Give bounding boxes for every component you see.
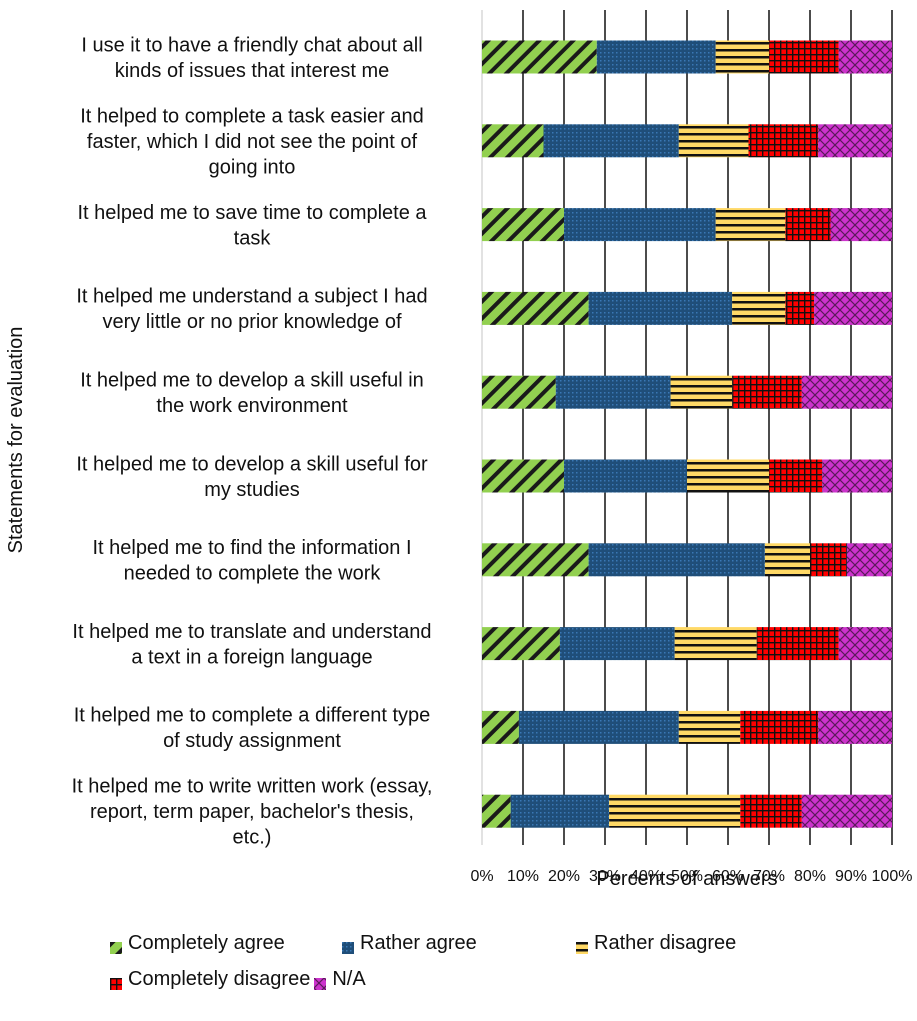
x-tick-label: 0%	[470, 868, 493, 885]
x-tick-label: 100%	[872, 868, 913, 885]
bar-segment	[756, 627, 839, 661]
category-label: It helped me to translate and understand…	[72, 621, 431, 669]
bar-segment	[748, 124, 819, 158]
bar-segment	[482, 627, 560, 661]
bar-segment	[740, 710, 819, 744]
bar-segment	[814, 291, 892, 325]
category-label: It helped me to write written work (essa…	[72, 776, 433, 849]
legend-item-completely-agree: Completely agree	[110, 932, 342, 955]
bar-segment	[482, 710, 519, 744]
legend-label: Rather disagree	[594, 931, 737, 954]
bar-segment	[482, 124, 544, 158]
bar-segment	[482, 375, 556, 409]
legend-item-na: N/A	[314, 967, 366, 991]
bar-segment	[818, 710, 892, 744]
legend-item-rather-agree: Rather agree	[342, 932, 576, 955]
bar-segment	[518, 710, 679, 744]
bar-segment	[588, 291, 733, 325]
x-tick-label: 20%	[548, 868, 580, 885]
legend-row-1: Completely agree Rather agree Rather dis…	[110, 925, 810, 961]
legend-label: N/A	[332, 967, 366, 990]
legend-row-2: Completely disagree N/A	[110, 961, 810, 997]
legend-label: Completely disagree	[128, 967, 311, 990]
bar-segment	[482, 208, 564, 242]
legend-swatch-rather-agree	[342, 937, 354, 954]
bar-segment	[769, 459, 823, 493]
bar-segment	[678, 124, 749, 158]
y-axis-title: Statements for evaluation	[5, 327, 27, 554]
bar-segment	[482, 291, 589, 325]
legend-label: Rather agree	[360, 931, 477, 954]
bar-segment	[588, 543, 765, 577]
x-tick-label: 30%	[589, 868, 621, 885]
bar-segment	[482, 40, 597, 74]
category-label: It helped me to complete a different typ…	[74, 705, 431, 753]
bar-segment	[715, 208, 786, 242]
bar-segment	[596, 40, 716, 74]
legend-swatch-rather-disagree	[576, 937, 588, 954]
x-tick-label: 10%	[507, 868, 539, 885]
bar-segment	[715, 40, 769, 74]
bar-segment	[846, 543, 892, 577]
bar-segment	[838, 627, 892, 661]
x-tick-label: 40%	[630, 868, 662, 885]
bar-segment	[764, 543, 810, 577]
bar-segment	[482, 543, 589, 577]
bar-segment	[510, 794, 610, 828]
bar-segment	[732, 291, 786, 325]
bar-segment	[543, 124, 679, 158]
bar-segment	[801, 375, 892, 409]
legend-swatch-completely-agree	[110, 937, 122, 954]
bar-segment	[564, 459, 687, 493]
bar-segment	[822, 459, 892, 493]
bar-segment	[670, 375, 733, 409]
bar-segment	[687, 459, 769, 493]
x-tick-label: 80%	[794, 868, 826, 885]
bar-segment	[818, 124, 892, 158]
x-axis-title: Percents of answers	[596, 868, 777, 890]
bar-segment	[740, 794, 802, 828]
bar-segment	[810, 543, 847, 577]
bar-segment	[838, 40, 892, 74]
bar-segment	[559, 627, 675, 661]
x-tick-label: 70%	[753, 868, 785, 885]
legend-item-completely-disagree: Completely disagree	[110, 968, 310, 991]
bar-segment	[482, 459, 564, 493]
x-tick-label: 50%	[671, 868, 703, 885]
bar-segment	[609, 794, 741, 828]
legend-swatch-completely-disagree	[110, 973, 122, 990]
bar-segment	[678, 710, 741, 744]
bar-segment	[564, 208, 716, 242]
category-label: I use it to have a friendly chat about a…	[81, 34, 422, 82]
bar-segment	[785, 208, 831, 242]
bar-segment	[769, 40, 839, 74]
bar-segment	[732, 375, 802, 409]
category-label: It helped me to develop a skill useful i…	[80, 369, 424, 417]
x-tick-label: 90%	[835, 868, 867, 885]
category-label: It helped to complete a task easier and f…	[80, 105, 424, 178]
legend-item-rather-disagree: Rather disagree	[576, 932, 736, 955]
legend-label: Completely agree	[128, 931, 285, 954]
category-label: It helped me understand a subject I had v…	[76, 286, 427, 334]
bar-segment	[674, 627, 757, 661]
legend-swatch-na	[314, 973, 327, 990]
bar-segment	[785, 291, 815, 325]
bar-segment	[555, 375, 671, 409]
legend: Completely agree Rather agree Rather dis…	[110, 925, 810, 997]
bar-segment	[801, 794, 892, 828]
category-label: It helped me to develop a skill useful f…	[76, 453, 428, 501]
bar-segment	[830, 208, 892, 242]
bar-segment	[482, 794, 511, 828]
x-tick-label: 60%	[712, 868, 744, 885]
